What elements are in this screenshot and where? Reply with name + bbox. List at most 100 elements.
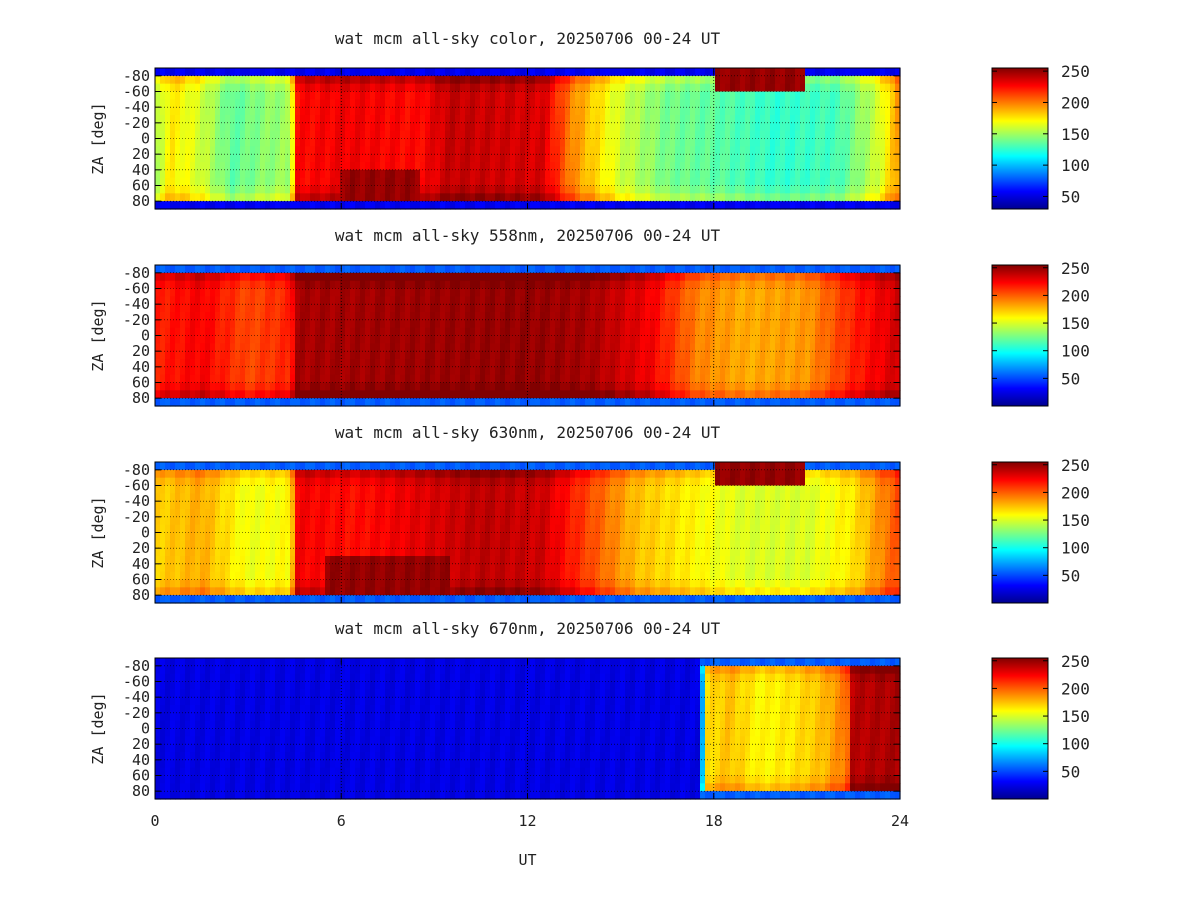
heatmap-cell <box>315 366 321 376</box>
heatmap-cell <box>280 107 286 116</box>
heatmap-cell <box>680 146 686 155</box>
heatmap-cell <box>355 265 361 274</box>
heatmap-cell <box>800 68 806 77</box>
heatmap-cell <box>490 99 496 108</box>
heatmap-cell <box>240 146 246 155</box>
heatmap-cell <box>210 335 216 344</box>
heatmap-cell <box>630 390 636 399</box>
heatmap-cell <box>725 374 731 384</box>
heatmap-cell <box>175 75 181 85</box>
heatmap-cell <box>290 99 296 108</box>
heatmap-cell <box>295 280 301 290</box>
heatmap-cell <box>460 177 466 187</box>
heatmap-cell <box>680 177 686 187</box>
heatmap-cell <box>155 138 161 147</box>
heatmap-cell <box>395 335 401 344</box>
heatmap-cell <box>645 154 651 163</box>
heatmap-cell <box>555 304 561 313</box>
heatmap-cell <box>570 115 576 124</box>
heatmap-cell <box>750 201 756 210</box>
heatmap-cell <box>195 169 201 179</box>
heatmap-cell <box>605 359 611 368</box>
heatmap-cell <box>655 312 661 321</box>
heatmap-cell <box>300 398 306 407</box>
heatmap-cell <box>755 154 761 163</box>
heatmap-cell <box>160 288 166 297</box>
heatmap-cell <box>675 130 681 140</box>
heatmap-cell <box>615 185 621 194</box>
heatmap-cell <box>295 398 301 407</box>
heatmap-cell <box>725 288 731 297</box>
heatmap-cell <box>240 115 246 124</box>
heatmap-cell <box>585 138 591 147</box>
heatmap-cell <box>505 201 511 210</box>
heatmap-cell <box>465 201 471 210</box>
heatmap-cell <box>675 185 681 194</box>
heatmap-cell <box>290 130 296 140</box>
heatmap-cell <box>705 107 711 116</box>
heatmap-cell <box>355 296 361 305</box>
heatmap-cell <box>640 335 646 344</box>
heatmap-cell <box>780 162 786 171</box>
heatmap-cell <box>540 280 546 290</box>
heatmap-cell <box>630 272 636 282</box>
heatmap-cell <box>170 296 176 305</box>
heatmap-cell <box>740 280 746 290</box>
heatmap-cell <box>535 265 541 274</box>
heatmap-cell <box>260 304 266 313</box>
heatmap-cell <box>770 185 776 194</box>
heatmap-cell <box>765 146 771 155</box>
heatmap-cell <box>160 68 166 77</box>
heatmap-cell <box>530 177 536 187</box>
heatmap-cell <box>460 138 466 147</box>
heatmap-cell <box>455 304 461 313</box>
heatmap-cell <box>695 272 701 282</box>
heatmap-cell <box>175 99 181 108</box>
heatmap-cell <box>215 398 221 407</box>
heatmap-cell <box>360 359 366 368</box>
heatmap-cell <box>750 154 756 163</box>
heatmap-cell <box>425 122 431 132</box>
heatmap-cell <box>180 280 186 290</box>
heatmap-cell <box>185 68 191 77</box>
heatmap-cell <box>195 185 201 194</box>
heatmap-cell <box>235 91 241 100</box>
heatmap-cell <box>795 122 801 132</box>
heatmap-cell <box>670 75 676 85</box>
heatmap-cell <box>660 91 666 100</box>
heatmap-cell <box>550 193 556 202</box>
heatmap-cell <box>160 83 166 93</box>
heatmap-cell <box>470 335 476 344</box>
y-tick-label: 80 <box>132 192 150 210</box>
heatmap-cell <box>595 138 601 147</box>
heatmap-cell <box>340 185 346 194</box>
heatmap-cell <box>385 177 391 187</box>
heatmap-cell <box>205 68 211 77</box>
heatmap-cell <box>270 304 276 313</box>
heatmap-cell <box>400 177 406 187</box>
heatmap-cell <box>270 138 276 147</box>
heatmap-cell <box>800 130 806 140</box>
heatmap-cell <box>205 146 211 155</box>
heatmap-cell <box>710 374 716 384</box>
heatmap-cell <box>700 83 706 93</box>
heatmap-cell <box>590 335 596 344</box>
heatmap-cell <box>625 138 631 147</box>
heatmap-cell <box>355 272 361 282</box>
heatmap-cell <box>305 359 311 368</box>
heatmap-cell <box>490 115 496 124</box>
heatmap-cell <box>850 201 856 210</box>
heatmap-cell <box>410 265 416 274</box>
heatmap-cell <box>370 68 376 77</box>
heatmap-cell <box>870 177 876 187</box>
heatmap-cell <box>460 169 466 179</box>
heatmap-cell <box>290 312 296 321</box>
heatmap-cell <box>675 390 681 399</box>
heatmap-cell <box>850 146 856 155</box>
heatmap-cell <box>520 201 526 210</box>
heatmap-cell <box>325 351 331 360</box>
heatmap-cell <box>220 162 226 171</box>
heatmap-cell <box>365 296 371 305</box>
heatmap-cell <box>540 99 546 108</box>
heatmap-cell <box>435 146 441 155</box>
